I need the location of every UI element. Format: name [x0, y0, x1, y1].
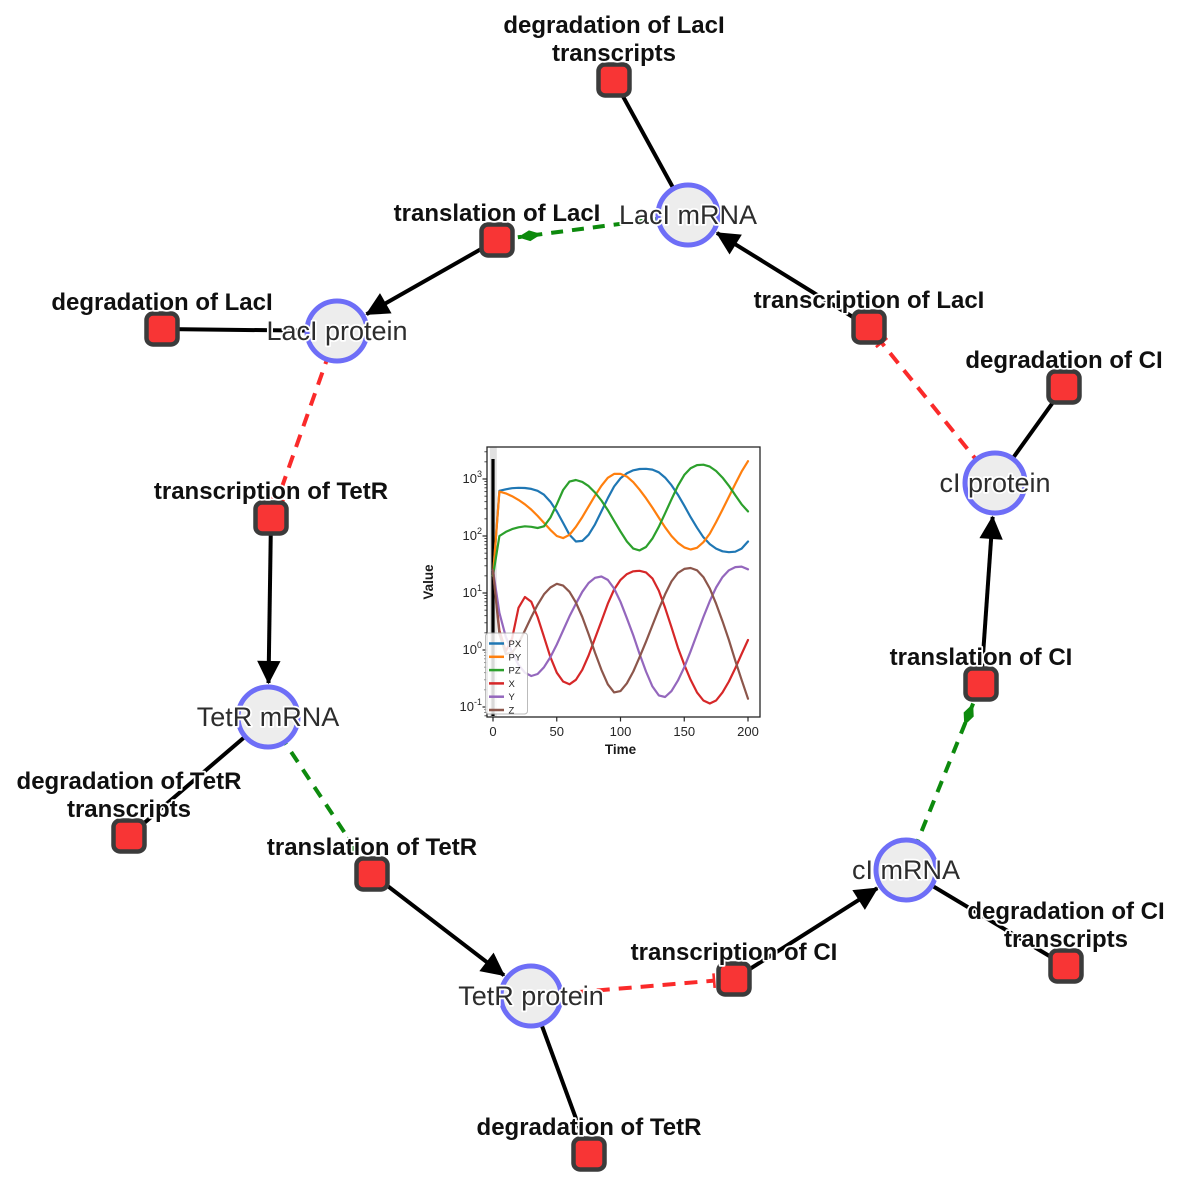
series-line-PY: [491, 460, 750, 577]
series-line-Y: [491, 565, 750, 699]
legend-entry-X: X: [509, 679, 516, 690]
species-node-ci_mrna: [873, 837, 939, 903]
y-tick-label-1e-1: 10-1: [460, 697, 482, 714]
reaction-node-deg_tetr_tx: [111, 818, 147, 854]
species-node-laci_mrna: [655, 182, 721, 248]
inset-chart: 0 50 100 150 20010-1100101102103TimeValuePXP…: [421, 435, 778, 780]
reaction-node-txn_ci: [716, 961, 752, 997]
axes-frame: [486, 446, 761, 718]
series-line-X: [491, 569, 750, 705]
reaction-node-deg_tetr: [571, 1136, 607, 1172]
species-label-ci_protein: cI protein: [939, 468, 1050, 498]
species-label-laci_protein: LacI protein: [266, 316, 407, 346]
chart-series: [491, 460, 750, 705]
reaction-label-transl_tetr: translation of TetR: [267, 834, 477, 861]
edge-production-transl_laci-to-laci_protein: [365, 238, 498, 316]
edge-production-transl_ci-to-ci_protein: [979, 515, 1003, 685]
labels-layer: degradation of LacItranscriptstranslatio…: [15, 10, 1167, 1143]
reaction-node-deg_laci_tx: [596, 62, 632, 98]
reaction-node-transl_tetr: [354, 856, 390, 892]
species-label-ci_mrna: cI mRNA: [852, 855, 960, 885]
series-line-Z: [491, 566, 750, 700]
reaction-node-deg_ci_tx: [1048, 948, 1084, 984]
series-line-PZ: [491, 463, 750, 577]
legend-entry-Y: Y: [509, 692, 516, 703]
reaction-node-deg_ci: [1046, 369, 1082, 405]
reaction-label-deg_laci_tx-line2: transcripts: [552, 40, 676, 67]
edge-production-txn_ci-to-ci_mrna: [732, 886, 879, 981]
legend-entry-PZ: PZ: [509, 666, 521, 677]
y-tick-label-1e3: 103: [463, 469, 482, 486]
y-tick-label-1e1: 101: [463, 583, 482, 600]
reaction-label-transl_laci: translation of LacI: [394, 200, 601, 227]
x-tick-label-50: 50: [550, 724, 564, 739]
y-tick-label-1e2: 102: [463, 526, 482, 543]
legend-box: [485, 632, 528, 715]
reaction-label-deg_ci: degradation of CI: [965, 347, 1162, 374]
x-tick-label-200: 200: [737, 724, 759, 739]
reaction-label-deg_laci: degradation of LacI: [51, 289, 272, 316]
y-axis-label: Value: [421, 564, 436, 600]
chart-legend: PX PY PZ XYZ: [485, 632, 528, 717]
species-node-laci_protein: [304, 298, 370, 364]
species-node-tetr_mrna: [235, 684, 301, 750]
reaction-label-transl_ci: translation of CI: [890, 644, 1073, 671]
edge-production-txn_tetr-to-tetr_mrna: [257, 517, 281, 685]
reaction-label-deg_ci_tx-line1: degradation of CI: [967, 898, 1164, 925]
reaction-node-deg_laci: [144, 311, 180, 347]
x-tick-label-150: 150: [673, 724, 695, 739]
species-label-tetr_mrna: TetR mRNA: [197, 702, 340, 732]
reaction-label-txn_ci: transcription of CI: [631, 939, 838, 966]
chart-background: [425, 435, 778, 780]
reaction-node-txn_laci: [851, 309, 887, 345]
species-label-laci_mrna: LacI mRNA: [619, 200, 757, 230]
reaction-label-deg_ci_tx-line2: transcripts: [1004, 926, 1128, 953]
nodes-layer: [111, 62, 1084, 1172]
reaction-node-transl_ci: [963, 666, 999, 702]
reaction-label-deg_laci_tx-line1: degradation of LacI: [503, 12, 724, 39]
x-tick-label-0: 0: [489, 724, 496, 739]
species-node-tetr_protein: [498, 963, 564, 1029]
reaction-label-txn_laci: transcription of LacI: [754, 287, 985, 314]
reaction-label-deg_tetr_tx-line1: degradation of TetR: [17, 768, 242, 795]
edge-production-txn_laci-to-laci_mrna: [715, 231, 871, 329]
edge-production-transl_tetr-to-tetr_protein: [370, 872, 506, 977]
species-node-ci_protein: [962, 450, 1028, 516]
legend-entry-Z: Z: [509, 706, 515, 717]
y-tick-label-1e0: 100: [463, 640, 482, 657]
reaction-label-txn_tetr: transcription of TetR: [154, 478, 388, 505]
species-label-tetr_protein: TetR protein: [458, 981, 604, 1011]
reaction-node-txn_tetr: [253, 500, 289, 536]
reaction-node-transl_laci: [479, 222, 515, 258]
legend-entry-PY: PY: [509, 652, 522, 663]
x-axis-label: Time: [605, 742, 637, 757]
reaction-label-deg_tetr: degradation of TetR: [477, 1114, 702, 1141]
x-tick-label-100: 100: [610, 724, 632, 739]
reaction-label-deg_tetr_tx-line2: transcripts: [67, 796, 191, 823]
legend-entry-PX: PX: [509, 639, 522, 650]
